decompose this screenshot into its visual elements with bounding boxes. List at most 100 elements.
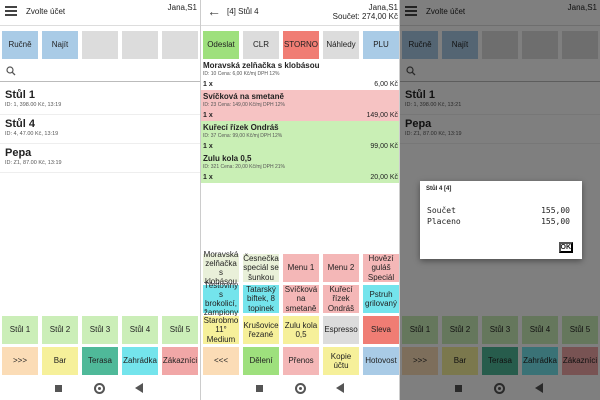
table-button-1[interactable]: Stůl 1 <box>2 316 38 344</box>
table-info: ID: 1, 398.00 Kč, 13:19 <box>5 102 62 108</box>
dialog-title: Stůl 4 [4] <box>426 186 452 192</box>
table-button-5[interactable]: Stůl 5 <box>162 316 198 344</box>
table-name: Pepa <box>5 147 32 159</box>
manual-button[interactable]: Ručně <box>2 31 38 59</box>
empty-button <box>82 31 118 59</box>
customers-button[interactable]: Zákazníci <box>162 347 198 375</box>
product-testoviny-button[interactable]: Těstoviny s brokolicí, žampiony <box>203 280 239 318</box>
table-row[interactable]: Stůl 4 ID: 4, 47.00 Kč, 13:19 <box>0 115 200 144</box>
screen-title: Zvolte účet <box>26 7 66 16</box>
find-button[interactable]: Najít <box>42 31 78 59</box>
search-bar[interactable] <box>0 62 200 82</box>
plu-button[interactable]: PLU <box>363 31 399 59</box>
top-bar: Zvolte účet Jana,S1 <box>0 0 200 26</box>
back-triangle-icon[interactable] <box>336 383 344 393</box>
menu-1-button[interactable]: Menu 1 <box>283 254 319 282</box>
item-name: Svíčková na smetaně <box>203 92 284 101</box>
recents-icon[interactable] <box>55 385 62 392</box>
order-item[interactable]: Moravská zelňačka s klobásou ID: 10 Cena… <box>201 59 399 90</box>
area-bar-button[interactable]: Bar <box>42 347 78 375</box>
item-price: 149,00 Kč <box>366 112 398 119</box>
paid-value: 155,00 <box>541 217 570 226</box>
item-quantity: 1 x <box>203 112 213 119</box>
copy-bill-button[interactable]: Kopie účtu <box>323 347 359 375</box>
product-krusovice-button[interactable]: Krušovice řezané <box>243 316 279 344</box>
item-price: 99,00 Kč <box>370 143 398 150</box>
android-nav-bar <box>0 378 200 400</box>
table-name: Stůl 4 <box>5 118 35 130</box>
user-label: Jana,S1 <box>368 3 398 12</box>
product-gulas-button[interactable]: Hovězí guláš Speciál <box>363 254 399 282</box>
order-items-list: Moravská zelňačka s klobásou ID: 10 Cena… <box>201 59 399 183</box>
product-pstruh-button[interactable]: Pstruh grilovaný <box>363 285 399 313</box>
product-svickova-button[interactable]: Svíčková na smetaně <box>283 285 319 313</box>
item-name: Moravská zelňačka s klobásou <box>203 61 320 70</box>
recents-icon[interactable] <box>256 385 263 392</box>
home-icon[interactable] <box>94 383 105 394</box>
table-name: Stůl 1 <box>5 89 35 101</box>
item-quantity: 1 x <box>203 143 213 150</box>
order-item[interactable]: Svíčková na smetaně ID: 23 Cena: 149,00 … <box>201 90 399 121</box>
paid-label: Placeno <box>427 217 461 226</box>
order-item[interactable]: Kuřecí řízek Ondráš ID: 37 Cena: 99,00 K… <box>201 121 399 152</box>
sum-label: Součet <box>427 206 456 215</box>
hamburger-menu-icon[interactable] <box>5 6 17 16</box>
clear-button[interactable]: CLR <box>243 31 279 59</box>
sum-line: Součet 155,00 <box>427 206 575 215</box>
empty-button <box>122 31 158 59</box>
transfer-button[interactable]: Přenos <box>283 347 319 375</box>
table-info: ID: 4, 47.00 Kč, 13:19 <box>5 131 59 137</box>
android-nav-bar <box>201 378 399 400</box>
order-screen: ← [4] Stůl 4 Jana,S1 Součet: 274,00 Kč O… <box>200 0 400 400</box>
product-zelnacka-button[interactable]: Moravská zelňačka s klobásou <box>203 249 239 287</box>
home-icon[interactable] <box>295 383 306 394</box>
top-bar: ← [4] Stůl 4 Jana,S1 Součet: 274,00 Kč <box>201 0 399 26</box>
table-row[interactable]: Stůl 1 ID: 1, 398.00 Kč, 13:19 <box>0 86 200 115</box>
product-zulu-kola-button[interactable]: Zulu kola 0,5 <box>283 316 319 344</box>
table-info: ID: Z1, 87.00 Kč, 13:19 <box>5 160 62 166</box>
item-price: 20,00 Kč <box>370 174 398 181</box>
product-rizek-button[interactable]: Kuřecí řízek Ondráš <box>323 285 359 313</box>
table-list: Stůl 1 ID: 1, 398.00 Kč, 13:19 Stůl 4 ID: … <box>0 86 200 173</box>
empty-button <box>162 31 198 59</box>
previews-button[interactable]: Náhledy <box>323 31 359 59</box>
bottom-button-grid: Stůl 1 Stůl 2 Stůl 3 Stůl 4 Stůl 5 >>> B… <box>0 316 200 378</box>
order-sum: Součet: 274,00 Kč <box>332 12 398 21</box>
item-description: ID: 321 Cena: 20,00 Kč/mj DPH 21% <box>203 164 285 170</box>
send-button[interactable]: Odeslat <box>203 31 239 59</box>
item-description: ID: 23 Cena: 149,00 Kč/mj DPH 12% <box>203 102 285 108</box>
item-name: Zulu kola 0,5 <box>203 154 252 163</box>
product-espresso-button[interactable]: Espresso <box>323 316 359 344</box>
area-terasa-button[interactable]: Terasa <box>82 347 118 375</box>
storno-button[interactable]: STORNO <box>283 31 319 59</box>
item-quantity: 1 x <box>203 174 213 181</box>
item-description: ID: 10 Cena: 6,00 Kč/mj DPH 12% <box>203 71 280 77</box>
product-button-grid: Moravská zelňačka s klobásou Česnečka sp… <box>201 249 399 378</box>
order-item[interactable]: Zulu kola 0,5 ID: 321 Cena: 20,00 Kč/mj … <box>201 152 399 183</box>
table-button-2[interactable]: Stůl 2 <box>42 316 78 344</box>
item-quantity: 1 x <box>203 81 213 88</box>
cash-button[interactable]: Hotovost <box>363 347 399 375</box>
menu-2-button[interactable]: Menu 2 <box>323 254 359 282</box>
prev-page-button[interactable]: <<< <box>203 347 239 375</box>
item-price: 6,00 Kč <box>374 81 398 88</box>
table-button-3[interactable]: Stůl 3 <box>82 316 118 344</box>
top-button-row: Ručně Najít <box>0 31 200 61</box>
product-cesnecka-button[interactable]: Česnečka speciál se šunkou <box>243 254 279 282</box>
back-triangle-icon[interactable] <box>135 383 143 393</box>
area-zahradka-button[interactable]: Zahrádka <box>122 347 158 375</box>
search-icon <box>6 66 16 76</box>
arrow-back-icon[interactable]: ← <box>207 3 221 19</box>
item-description: ID: 37 Cena: 99,00 Kč/mj DPH 12% <box>203 133 283 139</box>
next-page-button[interactable]: >>> <box>2 347 38 375</box>
ok-button[interactable]: OK <box>558 242 573 253</box>
sum-value: 155,00 <box>541 206 570 215</box>
product-biftek-button[interactable]: Tatarský biftek, 8 topinek <box>243 285 279 313</box>
paid-line: Placeno 155,00 <box>427 217 575 226</box>
discount-button[interactable]: Sleva <box>363 316 399 344</box>
table-button-4[interactable]: Stůl 4 <box>122 316 158 344</box>
product-staropramen-button[interactable]: Starobmo 11° Medium <box>203 316 239 344</box>
split-button[interactable]: Dělení <box>243 347 279 375</box>
